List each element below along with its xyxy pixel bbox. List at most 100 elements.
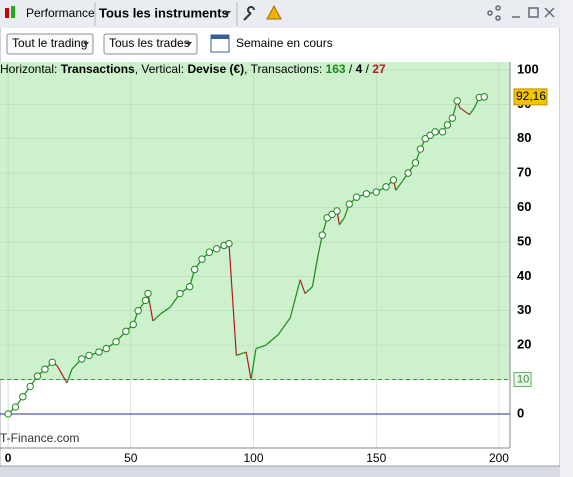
high-marker [213, 245, 221, 253]
high-marker [186, 282, 194, 291]
calendar-icon[interactable] [210, 34, 230, 53]
high-marker [205, 248, 214, 256]
filter-button[interactable] [6, 33, 94, 55]
high-marker [443, 121, 452, 129]
x-tick-label: 150 [366, 451, 386, 465]
equity-segment [464, 110, 470, 116]
candle-icon [5, 6, 15, 18]
equity-segment [311, 259, 318, 287]
high-marker [453, 97, 461, 105]
equity-segment [236, 351, 247, 357]
info: / [349, 62, 353, 76]
equity-segment [147, 293, 154, 322]
filter-label: Tout le trading [12, 36, 87, 50]
high-marker [345, 200, 353, 208]
plot: 01020304050607080901000501001502001092,1… [0, 61, 548, 465]
high-marker [318, 231, 326, 239]
high-marker [26, 382, 34, 391]
high-marker [389, 176, 398, 184]
equity-segment [289, 279, 301, 318]
info-line: Horizontal: Transactions, Vertical: Devi… [0, 62, 386, 76]
period[interactable]: Semaine en cours [236, 36, 333, 50]
y-tick-label: 30 [517, 302, 531, 317]
equity-segment [338, 217, 345, 226]
high-marker [352, 193, 361, 201]
equity-segment [228, 243, 237, 356]
high-marker [438, 128, 447, 136]
info: , Vertical: [135, 62, 184, 76]
info: / [366, 62, 370, 76]
y-tick-label: 80 [517, 130, 531, 145]
equity-segment [250, 348, 257, 380]
threshold-label: 10 [517, 373, 529, 385]
x-tick-label: 200 [489, 451, 509, 465]
dropdown-arrow [186, 42, 192, 46]
high-marker [11, 403, 20, 411]
titlebar [0, 0, 560, 28]
equity-segment [395, 183, 402, 191]
high-marker [102, 344, 110, 353]
neutral: 4 [356, 62, 363, 76]
high-marker [404, 169, 412, 177]
y-tick-label: 40 [517, 268, 531, 283]
side-window [560, 0, 573, 477]
y-tick-label: 0 [517, 405, 524, 420]
equity-segment [159, 306, 171, 315]
high-marker [19, 393, 27, 401]
high-marker [85, 351, 93, 360]
equity-segment [56, 365, 68, 384]
filter-button[interactable] [103, 33, 198, 55]
high-marker [333, 207, 341, 215]
high-marker [122, 327, 130, 336]
high-marker [480, 93, 488, 101]
equity-segment [459, 107, 465, 112]
losing: 27 [372, 62, 386, 76]
equity-segment [316, 234, 323, 260]
warning-icon[interactable] [266, 4, 282, 20]
dropdown-arrow [224, 11, 231, 15]
equity-segment [255, 344, 266, 350]
high-marker [190, 265, 199, 274]
high-marker [411, 159, 420, 167]
high-marker [4, 410, 12, 418]
high-marker [448, 114, 457, 122]
window-buttons[interactable] [487, 5, 555, 21]
current-label: 92,16 [516, 89, 546, 103]
high-marker [431, 128, 439, 136]
y-tick-label: 70 [517, 165, 531, 180]
high-marker [421, 135, 430, 143]
filter-label: Tous les trades [109, 36, 190, 50]
high-marker [198, 255, 206, 263]
high-marker [362, 190, 371, 198]
info: Devise (€) [187, 62, 244, 76]
wrench-icon[interactable] [243, 6, 255, 21]
tab[interactable]: Performance [26, 6, 95, 20]
high-marker [426, 131, 434, 139]
high-marker [328, 210, 336, 219]
high-marker [78, 355, 86, 363]
high-marker [176, 289, 184, 298]
instruments[interactable]: Tous les instruments [99, 5, 229, 20]
high-marker [141, 296, 150, 305]
equity-segment [245, 351, 252, 380]
high-marker [225, 239, 233, 248]
high-marker [129, 320, 137, 329]
high-marker [33, 372, 42, 380]
high-marker [134, 307, 142, 315]
equity-segment [152, 313, 161, 322]
high-marker [144, 289, 152, 298]
equity-segment [265, 334, 279, 346]
high-marker [382, 183, 390, 191]
threshold-box [513, 372, 532, 388]
y-tick-label: 100 [517, 61, 539, 76]
winning: 163 [326, 62, 346, 76]
high-marker [112, 337, 120, 346]
x-tick-label: 100 [244, 451, 264, 465]
y-tick-label: 50 [517, 233, 531, 248]
y-tick-label: 20 [517, 337, 531, 352]
high-marker [323, 214, 331, 222]
equity-segment [469, 107, 475, 115]
equity-segment [66, 369, 73, 384]
